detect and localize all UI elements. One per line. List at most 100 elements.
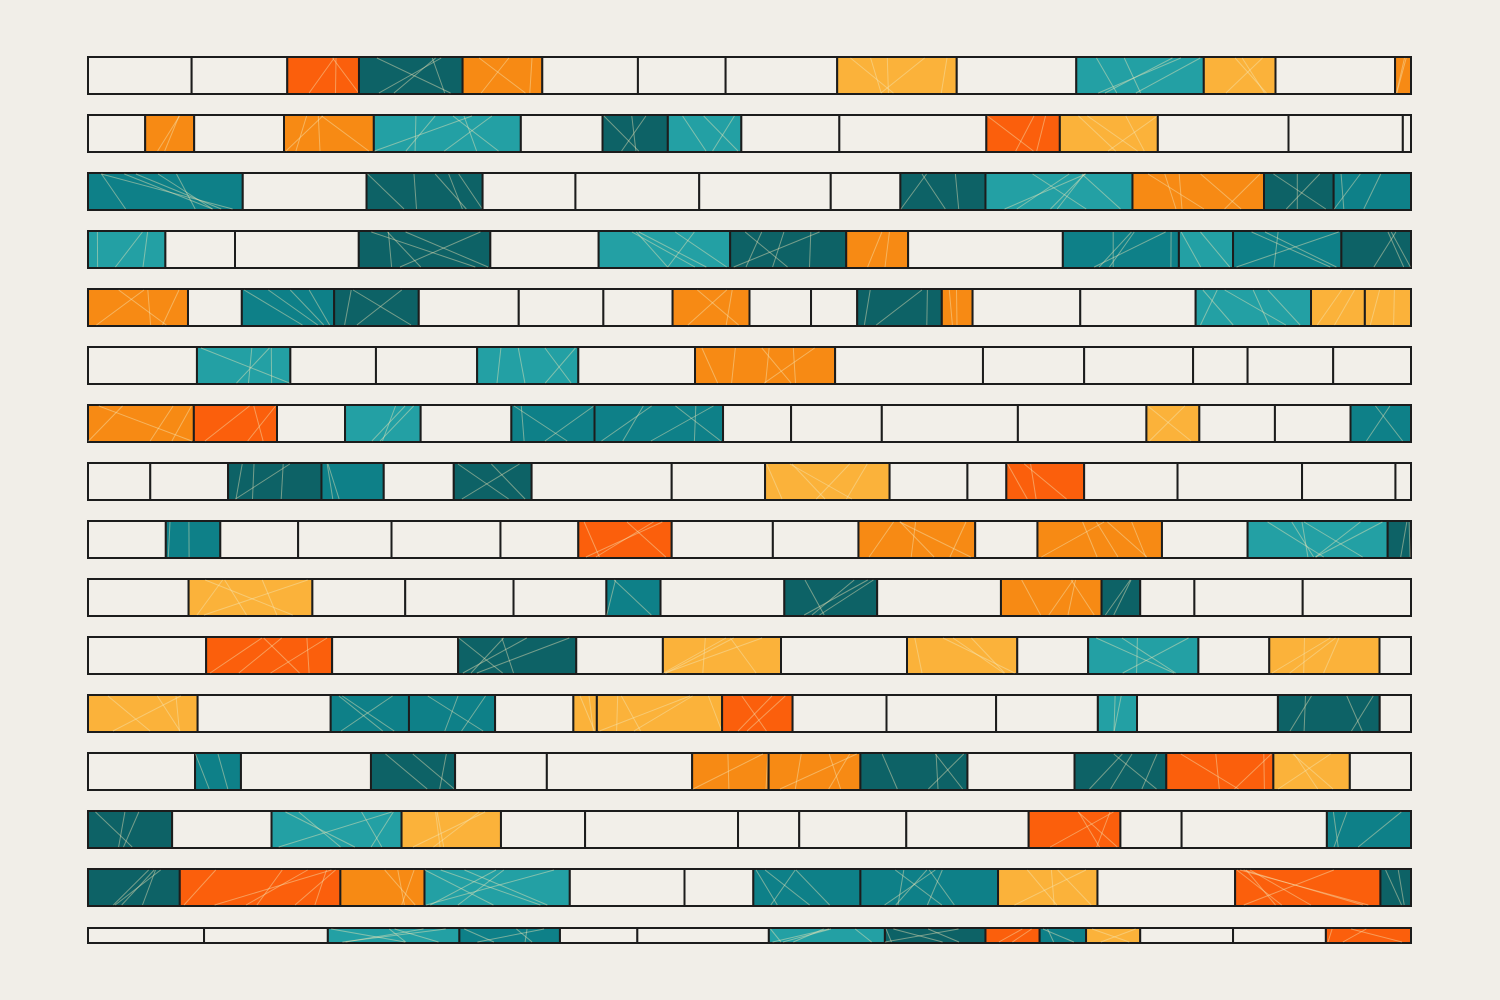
scratch-texture — [875, 289, 923, 326]
empty-block — [876, 578, 1002, 617]
scratch-texture — [1267, 289, 1301, 326]
scratch-texture — [1125, 115, 1145, 152]
scratch-texture — [294, 869, 336, 906]
colored-block — [339, 868, 426, 907]
empty-block — [1192, 346, 1249, 385]
scratch-texture — [1113, 753, 1157, 790]
scratch-texture — [412, 753, 455, 790]
scratch-texture — [405, 231, 489, 268]
scratch-texture — [476, 637, 570, 674]
scratch-texture — [331, 928, 406, 943]
scratch-texture — [376, 57, 451, 94]
scratch-texture — [115, 231, 143, 268]
scratch-texture — [952, 637, 1004, 674]
empty-block — [311, 578, 407, 617]
colored-block — [691, 752, 770, 791]
colored-block — [1232, 230, 1343, 269]
scratch-texture — [746, 695, 786, 732]
scratch-texture — [308, 57, 335, 94]
empty-block — [1246, 346, 1335, 385]
scratch-texture — [636, 231, 668, 268]
scratch-texture — [793, 928, 824, 943]
scratch-texture — [1357, 811, 1402, 848]
scratch-texture — [712, 115, 735, 152]
scratch-texture — [1293, 753, 1319, 790]
scratch-texture — [954, 173, 960, 210]
colored-block — [1332, 172, 1413, 211]
scratch-texture — [321, 115, 370, 152]
scratch-texture — [803, 579, 868, 616]
scratch-texture — [928, 753, 965, 790]
scratch-texture — [371, 405, 406, 442]
scratch-texture — [588, 695, 594, 732]
scratch-texture — [1225, 57, 1263, 94]
scratch-texture — [701, 347, 719, 384]
scratch-texture — [414, 115, 417, 152]
scratch-texture — [1023, 463, 1067, 500]
colored-block — [940, 288, 974, 327]
scratch-texture — [885, 928, 892, 943]
empty-block — [888, 462, 969, 501]
scratch-texture — [261, 579, 278, 616]
colored-block — [1310, 288, 1366, 327]
scratch-texture — [622, 405, 644, 442]
scratch-texture — [95, 811, 133, 848]
scratch-texture — [583, 521, 600, 558]
empty-block — [905, 810, 1030, 849]
colored-block — [1363, 288, 1412, 327]
scratch-texture — [340, 695, 393, 732]
scratch-texture — [899, 521, 935, 558]
scratch-texture — [439, 753, 447, 790]
scratch-texture — [399, 231, 481, 268]
scratch-texture — [854, 928, 872, 943]
empty-block — [558, 927, 639, 944]
colored-block — [357, 230, 492, 269]
scratch-texture — [461, 695, 486, 732]
colored-block — [1061, 230, 1180, 269]
scratch-texture — [217, 753, 229, 790]
empty-block — [1198, 404, 1276, 443]
empty-block — [499, 520, 580, 559]
scratch-texture — [770, 869, 796, 906]
block-row — [87, 288, 1412, 327]
scratch-texture — [1202, 289, 1234, 326]
scratch-texture — [544, 405, 595, 442]
empty-block — [885, 694, 998, 733]
scratch-texture — [1113, 695, 1122, 732]
colored-block — [752, 868, 862, 907]
scratch-texture — [544, 347, 576, 384]
scratch-texture — [156, 695, 181, 732]
scratch-texture — [427, 695, 484, 732]
scratch-texture — [682, 115, 707, 152]
empty-block — [1401, 114, 1412, 153]
scratch-texture — [1301, 521, 1309, 558]
colored-block — [1194, 288, 1313, 327]
block-row — [87, 927, 1413, 944]
scratch-texture — [741, 695, 767, 732]
scratch-texture — [926, 869, 943, 906]
scratch-texture — [880, 57, 925, 94]
empty-block — [87, 114, 147, 153]
colored-block — [597, 230, 732, 269]
colored-block — [985, 114, 1061, 153]
scratch-texture — [764, 869, 810, 906]
block-row — [87, 578, 1413, 617]
empty-block — [164, 230, 236, 269]
scratch-texture — [123, 811, 140, 848]
empty-block — [1348, 752, 1412, 791]
colored-block — [899, 172, 987, 211]
scratch-texture — [626, 521, 667, 558]
scratch-texture — [224, 579, 247, 616]
empty-block — [1378, 636, 1412, 675]
colored-block — [1058, 114, 1159, 153]
scratch-texture — [707, 695, 723, 732]
scratch-texture — [457, 869, 505, 906]
scratch-texture — [1243, 869, 1364, 906]
scratch-texture — [1136, 637, 1138, 674]
empty-block — [297, 520, 393, 559]
colored-block — [87, 172, 244, 211]
scratch-texture — [1200, 173, 1242, 210]
scratch-texture — [928, 869, 955, 906]
scratch-texture — [794, 753, 802, 790]
